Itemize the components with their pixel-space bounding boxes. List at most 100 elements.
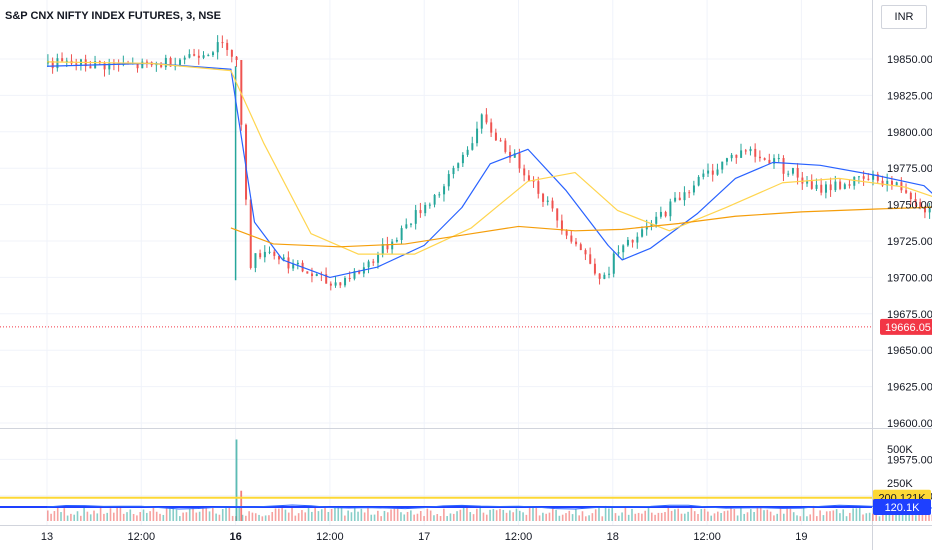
volume-bar <box>301 510 303 521</box>
candle-body <box>467 150 469 155</box>
volume-bar <box>311 512 313 521</box>
volume-bar <box>60 512 62 521</box>
candle-body <box>825 184 827 192</box>
volume-bar <box>136 515 138 521</box>
candle-body <box>316 274 318 276</box>
volume-bar <box>344 516 346 521</box>
candle-body <box>448 174 450 186</box>
candle-body <box>679 198 681 200</box>
volume-bar <box>770 512 772 521</box>
x-tick-label: 12:00 <box>316 531 344 543</box>
volume-bar <box>588 515 590 521</box>
candle-body <box>910 193 912 199</box>
volume-bar <box>555 510 557 521</box>
candle-body <box>292 264 294 268</box>
candle-body <box>867 179 869 180</box>
volume-bar <box>644 511 646 521</box>
candle-body <box>891 181 893 185</box>
volume-bar <box>110 508 112 521</box>
volume-bar <box>549 513 551 521</box>
volume-bar <box>677 509 679 521</box>
candle-body <box>519 153 521 168</box>
volume-bar <box>519 511 521 521</box>
volume-bar <box>50 514 52 521</box>
candle-body <box>188 54 190 58</box>
volume-bar <box>331 509 333 521</box>
candle-body <box>863 176 865 179</box>
volume-bar <box>93 511 95 521</box>
volume-bar <box>836 509 838 521</box>
candle-body <box>179 60 181 65</box>
volume-bar <box>476 509 478 521</box>
volume-bar <box>265 515 267 521</box>
candle-body <box>603 275 605 279</box>
volume-bar <box>328 512 330 521</box>
volume-bar <box>915 515 917 521</box>
volume-bar <box>219 515 221 521</box>
volume-bar <box>483 513 485 521</box>
currency-button[interactable]: INR <box>881 5 927 29</box>
y-tick-label: 19850.00 <box>887 54 932 66</box>
volume-bar <box>700 509 702 521</box>
volume-bar <box>298 513 300 521</box>
volume-bar <box>559 516 561 521</box>
volume-bar <box>585 516 587 521</box>
volume-bar <box>572 514 574 521</box>
volume-bar <box>479 506 481 521</box>
candle-body <box>368 261 370 267</box>
volume-bar <box>182 513 184 521</box>
volume-bar <box>747 512 749 521</box>
volume-bar <box>793 512 795 521</box>
volume-spike <box>236 439 238 521</box>
volume-bar <box>813 506 815 521</box>
volume-bar <box>625 506 627 521</box>
candle-body <box>537 181 539 194</box>
volume-bar <box>146 513 148 521</box>
volume-bar <box>535 507 537 521</box>
candle-body <box>490 122 492 132</box>
volume-bar <box>252 513 254 521</box>
x-tick-label: 12:00 <box>693 531 721 543</box>
volume-bar <box>737 515 739 521</box>
volume-bar <box>641 514 643 521</box>
candle-body <box>740 150 742 157</box>
candle-body <box>203 55 205 58</box>
volume-bar <box>859 507 861 521</box>
volume-bar <box>592 513 594 521</box>
candle-body <box>236 57 238 60</box>
candle-body <box>712 171 714 175</box>
candle-body <box>599 274 601 279</box>
volume-bar <box>615 513 617 521</box>
candle-body <box>627 240 629 246</box>
volume-bar <box>285 510 287 521</box>
volume-bar <box>872 514 874 521</box>
candle-body <box>759 157 761 158</box>
candle-body <box>528 175 530 180</box>
candle-body <box>792 168 794 174</box>
volume-bar <box>463 506 465 521</box>
candle-body <box>750 149 752 151</box>
volume-bar <box>658 513 660 521</box>
candle-body <box>495 133 497 141</box>
volume-bar <box>506 513 508 521</box>
candle-body <box>618 252 620 253</box>
volume-bar <box>783 514 785 521</box>
candle-body <box>443 186 445 194</box>
volume-bar <box>469 512 471 521</box>
volume-bar <box>757 508 759 521</box>
volume-bar <box>100 506 102 521</box>
volume-tick-label: 250K <box>887 478 913 490</box>
candle-body <box>335 282 337 285</box>
candle-body <box>858 176 860 177</box>
candle-body <box>665 212 667 216</box>
candle-body <box>698 177 700 186</box>
volume-bar <box>262 516 264 521</box>
volume-bar <box>80 516 82 521</box>
candle-body <box>198 56 200 58</box>
volume-bar <box>205 507 207 521</box>
volume-bar <box>97 513 99 521</box>
volume-bar <box>116 507 118 521</box>
volume-bar <box>77 511 79 521</box>
